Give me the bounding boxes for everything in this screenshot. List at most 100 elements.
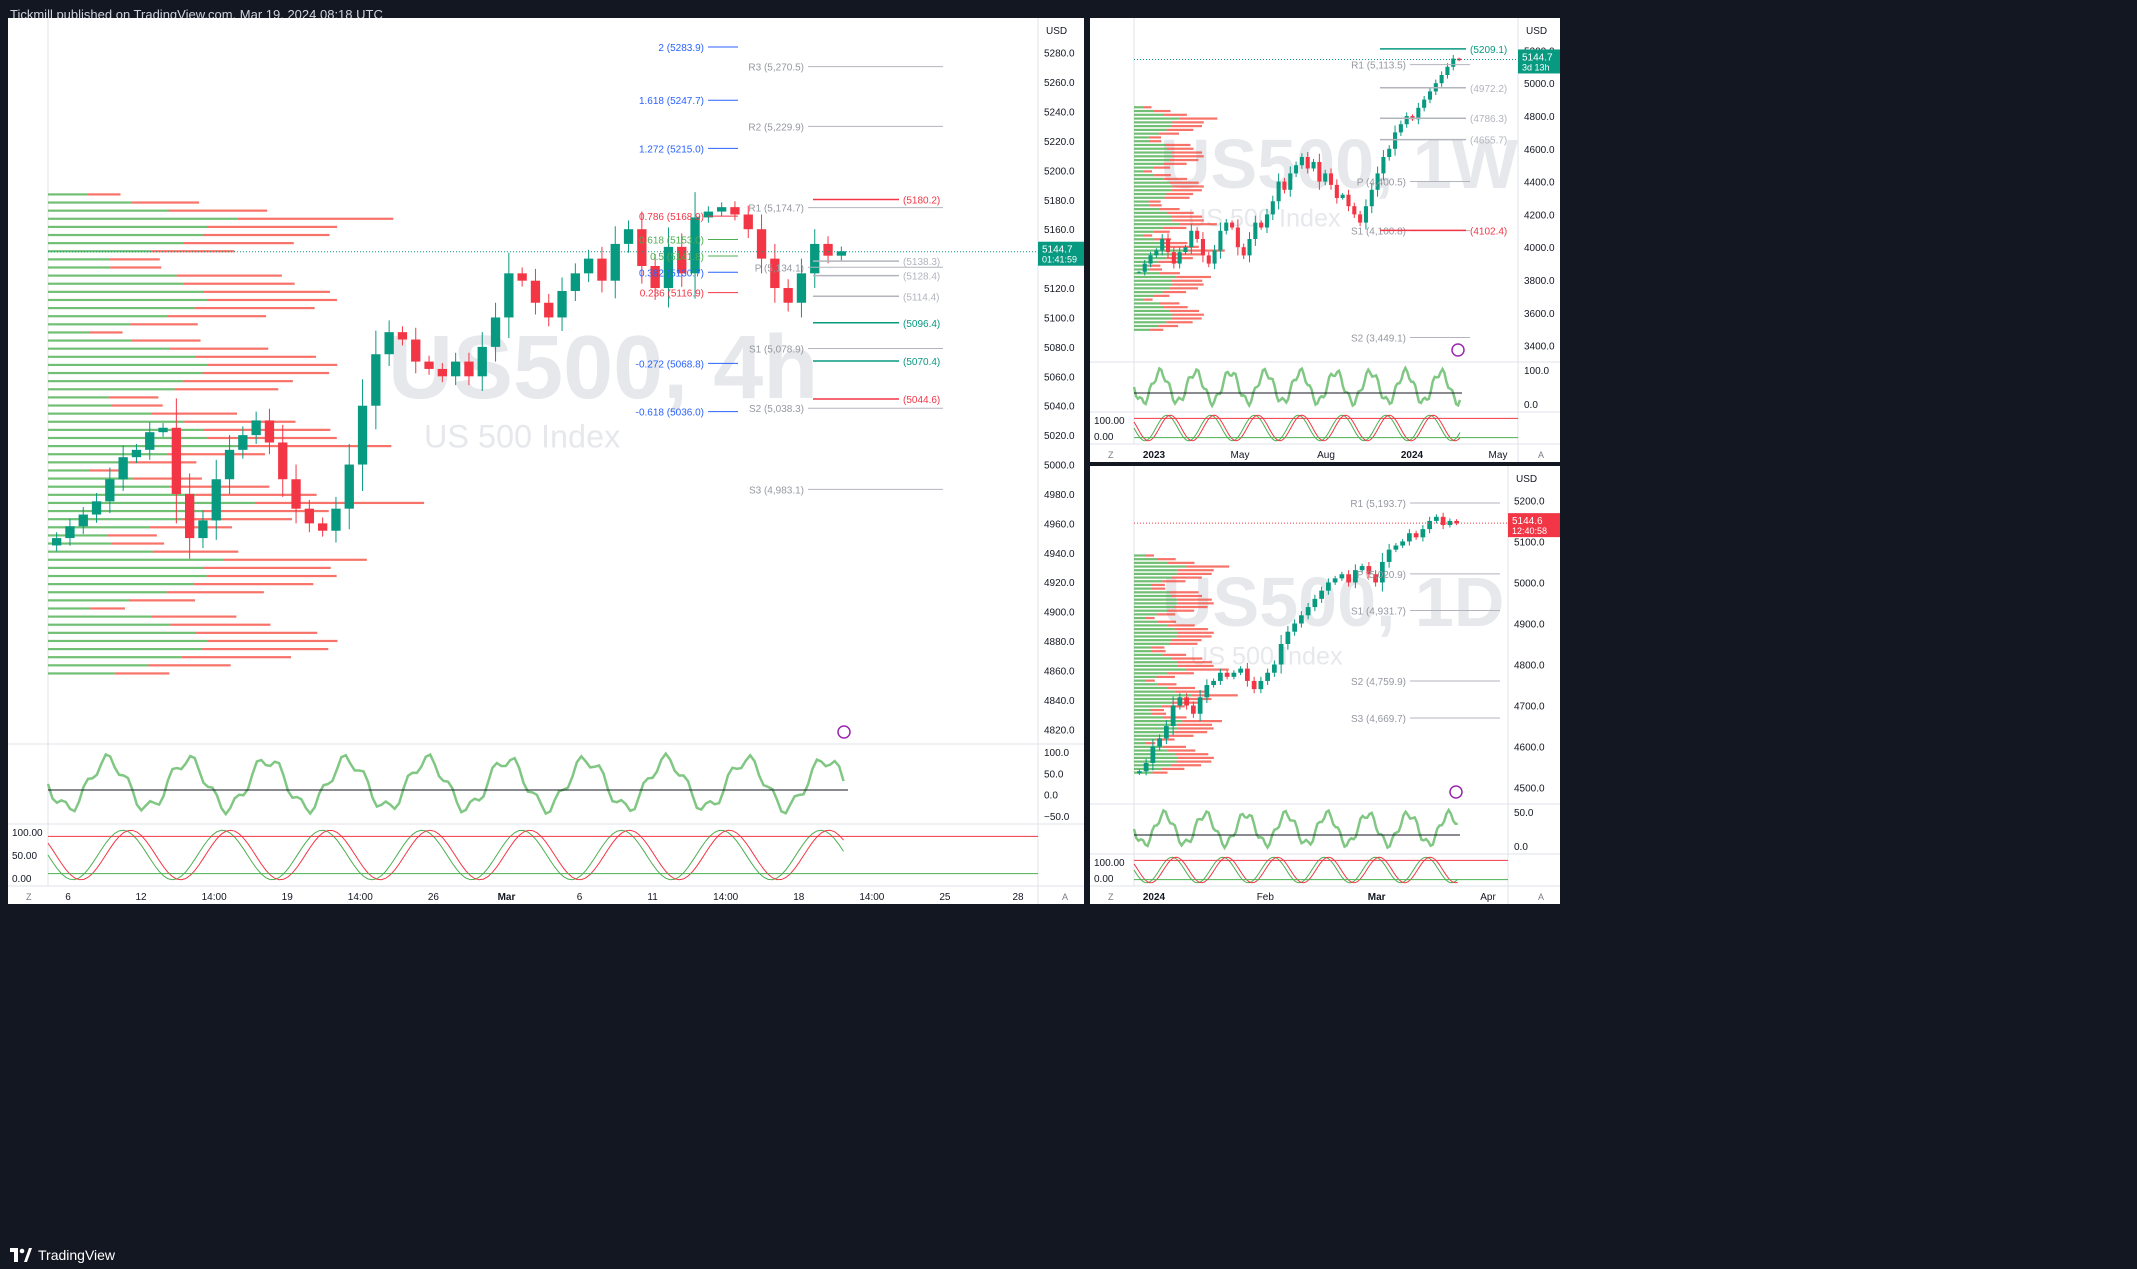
candle-body bbox=[145, 432, 155, 450]
pivot-label: R1 (5,113.5) bbox=[1351, 61, 1406, 72]
volume-profile-bar bbox=[89, 331, 123, 334]
pivot-label: S3 (4,983.1) bbox=[749, 485, 804, 496]
time-tick-label: Mar bbox=[498, 892, 516, 903]
volume-profile-bar bbox=[1134, 143, 1166, 147]
volume-profile-bar bbox=[1172, 313, 1204, 316]
volume-profile-bar bbox=[1176, 723, 1213, 726]
volume-profile-bar bbox=[111, 404, 163, 407]
time-tick-label: Mar bbox=[1368, 892, 1386, 903]
candle-body bbox=[1197, 697, 1203, 714]
rsi-tick-label: 50.0 bbox=[1514, 808, 1534, 819]
volume-profile-bar bbox=[166, 591, 264, 594]
pivot-label: P (4,400.5) bbox=[1357, 178, 1406, 189]
time-tick-label: 26 bbox=[428, 892, 440, 903]
stoch-tick-label: 100.00 bbox=[1094, 416, 1125, 427]
candle-body bbox=[1369, 189, 1374, 207]
time-tick-label: Aug bbox=[1317, 450, 1335, 461]
chart-1d[interactable]: US500, 1D US 500 Index R1 (5,193.7) P (5,02… bbox=[1090, 466, 1560, 904]
volume-profile-bar bbox=[48, 461, 130, 464]
candle-body bbox=[131, 449, 142, 458]
candle-body bbox=[1317, 161, 1322, 182]
time-tick-label: Apr bbox=[1480, 892, 1496, 903]
volume-profile-bar bbox=[1156, 738, 1175, 741]
volume-profile-bar bbox=[1134, 583, 1151, 587]
candle-body bbox=[1334, 184, 1339, 198]
pivot-label: S2 (4,759.9) bbox=[1351, 677, 1406, 688]
candle-body bbox=[397, 332, 408, 340]
last-price-badge bbox=[1038, 241, 1084, 266]
candle-body bbox=[118, 457, 128, 480]
volume-profile-bar bbox=[1176, 572, 1212, 575]
chart-1w[interactable]: US500, 1W US 500 Index R1 (5,113.5) P (4,40… bbox=[1090, 18, 1560, 462]
volume-profile-bar bbox=[1171, 594, 1203, 598]
candle-body bbox=[544, 302, 554, 318]
volume-profile-bar bbox=[48, 518, 183, 521]
price-tick-label: 3800.0 bbox=[1524, 276, 1555, 287]
volume-profile-bar bbox=[167, 453, 265, 456]
stoch-k-line bbox=[1133, 414, 1461, 442]
price-tick-label: 5000.0 bbox=[1514, 578, 1545, 589]
volume-profile-bar bbox=[1134, 657, 1172, 660]
volume-profile-bar bbox=[1162, 745, 1186, 748]
volume-profile-bar bbox=[1153, 230, 1170, 233]
volume-profile-bar bbox=[1177, 727, 1214, 730]
volume-profile-bar bbox=[1134, 605, 1175, 609]
candle-body bbox=[1457, 58, 1462, 61]
candle-body bbox=[224, 449, 235, 480]
candle-body bbox=[1212, 250, 1217, 264]
candle-body bbox=[783, 288, 793, 303]
bar-countdown: 3d 13h bbox=[1522, 62, 1550, 72]
volume-profile-bar bbox=[1158, 260, 1179, 264]
volume-profile-bar bbox=[131, 339, 201, 342]
volume-profile-bar bbox=[1171, 576, 1202, 579]
candle-body bbox=[1278, 644, 1284, 665]
candle-body bbox=[623, 229, 634, 244]
fib-label: 1.272 (5215.0) bbox=[639, 144, 704, 155]
candle-body bbox=[597, 258, 607, 281]
volume-profile-bar bbox=[48, 339, 132, 342]
auto-scale-icon: A bbox=[1062, 892, 1068, 902]
candle-body bbox=[1340, 194, 1345, 198]
price-tick-label: 4860.0 bbox=[1044, 666, 1075, 677]
volume-profile-bar bbox=[1157, 620, 1177, 623]
volume-profile-bar bbox=[254, 501, 425, 505]
volume-profile-bar bbox=[48, 347, 170, 350]
time-tick-label: 12 bbox=[136, 892, 148, 903]
volume-profile-bar bbox=[48, 647, 203, 651]
volume-profile-bar bbox=[1134, 226, 1163, 230]
pivot-label: S2 (5,038.3) bbox=[749, 404, 804, 415]
candle-body bbox=[836, 251, 847, 256]
volume-profile-bar bbox=[48, 193, 88, 196]
candle-body bbox=[530, 280, 541, 303]
volume-profile-bar bbox=[203, 290, 330, 293]
volume-profile-bar bbox=[1176, 635, 1212, 638]
volume-profile-bar bbox=[1134, 155, 1173, 158]
price-tick-label: 5180.0 bbox=[1044, 196, 1075, 207]
chart-4h[interactable]: US500, 4h US 500 Index R3 (5,270.5) R2 (5,2… bbox=[8, 18, 1084, 904]
volume-profile-bar bbox=[1134, 745, 1163, 748]
fib-label: -0.618 (5036.0) bbox=[636, 408, 704, 419]
volume-profile-bar bbox=[1150, 708, 1165, 712]
volume-profile-bar bbox=[48, 217, 238, 220]
volume-profile-bar bbox=[48, 477, 133, 480]
candle-body bbox=[1427, 91, 1433, 100]
volume-profile-bar bbox=[48, 233, 203, 237]
volume-profile-bar bbox=[1134, 166, 1154, 169]
price-tick-label: 3400.0 bbox=[1524, 342, 1555, 353]
last-price-badge bbox=[1508, 513, 1560, 538]
volume-profile-bar bbox=[108, 396, 159, 399]
price-tick-label: 4900.0 bbox=[1514, 619, 1545, 630]
volume-profile-bar bbox=[1166, 734, 1194, 737]
volume-profile-bar bbox=[168, 209, 268, 212]
volume-profile-bar bbox=[1167, 624, 1195, 627]
candle-body bbox=[1154, 250, 1159, 256]
watermark-name: US 500 Index bbox=[424, 419, 620, 455]
candle-body bbox=[1404, 116, 1409, 125]
volume-profile-bar bbox=[1143, 106, 1152, 109]
volume-profile-bar bbox=[1134, 147, 1167, 150]
volume-profile-bar bbox=[48, 404, 112, 407]
zoom-icon: Z bbox=[26, 892, 32, 902]
